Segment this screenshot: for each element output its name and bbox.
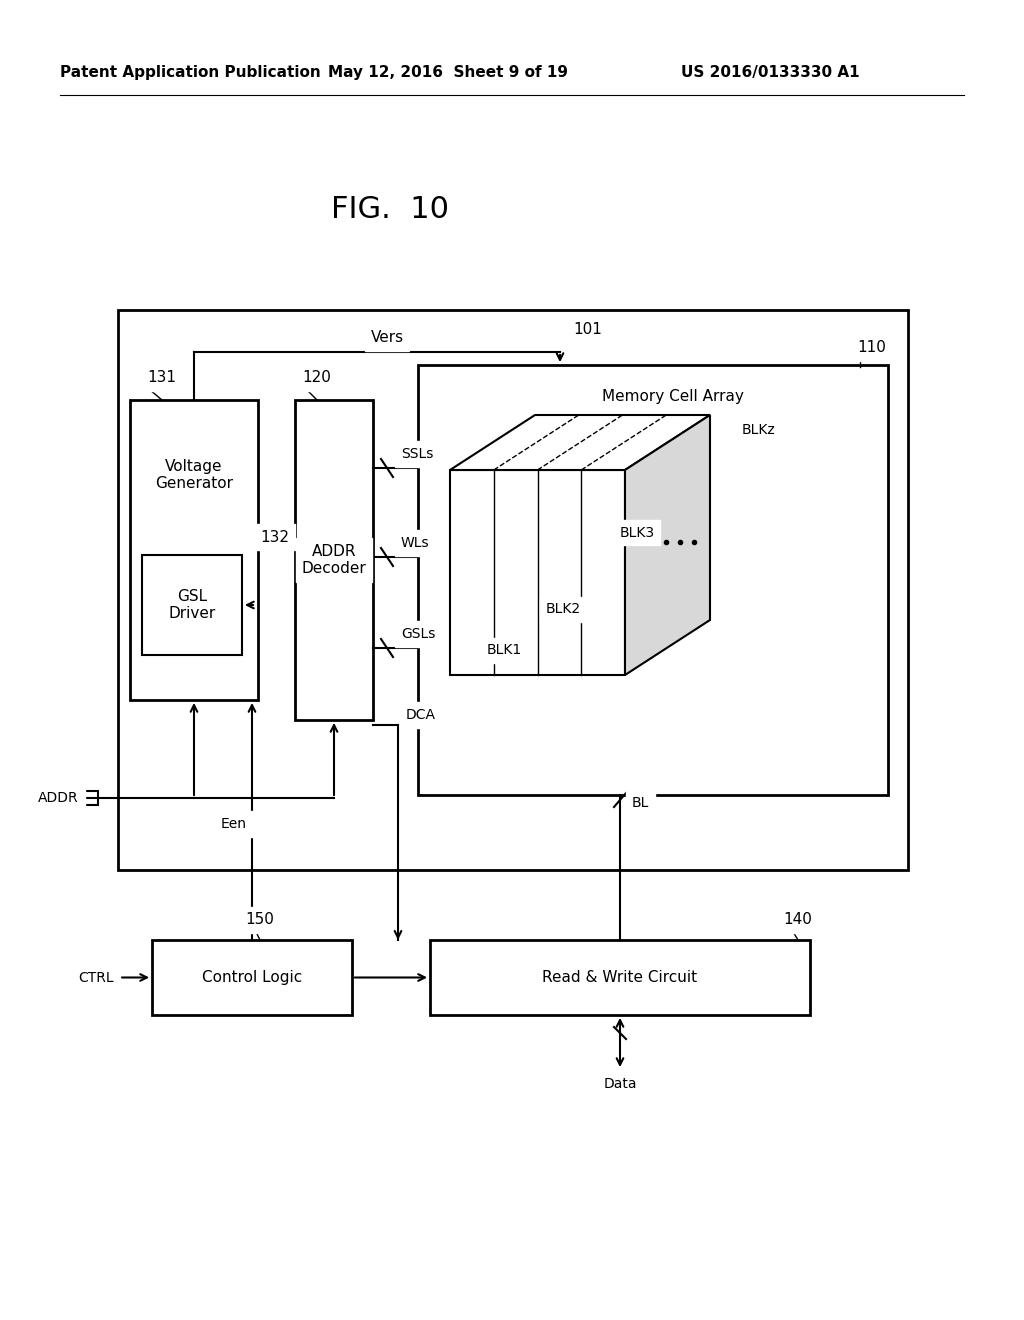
Text: 140: 140 [783,912,812,928]
Text: GSL
Driver: GSL Driver [168,589,216,622]
Bar [430,940,810,1015]
Text: ADDR
Decoder: ADDR Decoder [302,544,367,577]
Bar [84,791,98,805]
Text: ADDR: ADDR [38,791,79,805]
Bar [450,470,625,675]
Text: SSLs: SSLs [401,447,433,461]
Text: 132: 132 [260,529,289,544]
Bar [142,554,242,655]
Text: BLK3: BLK3 [620,525,654,540]
Text: Data: Data [603,1077,637,1092]
Text: CTRL: CTRL [79,970,114,985]
Text: 120: 120 [302,371,332,385]
Text: 110: 110 [857,341,886,355]
Polygon shape [625,414,710,675]
Bar [295,400,373,719]
Text: Voltage
Generator: Voltage Generator [155,459,233,491]
Text: 101: 101 [573,322,602,338]
Text: FIG.  10: FIG. 10 [331,195,449,224]
Text: US 2016/0133330 A1: US 2016/0133330 A1 [681,65,859,79]
Text: Memory Cell Array: Memory Cell Array [602,389,744,404]
Text: GSLs: GSLs [401,627,435,642]
Bar [130,400,258,700]
Text: BL: BL [632,796,649,810]
Polygon shape [450,414,710,470]
Text: BLK1: BLK1 [486,643,522,657]
Bar [152,940,352,1015]
Text: WLs: WLs [401,536,430,550]
Text: BLK2: BLK2 [546,602,582,616]
Bar [418,366,888,795]
Text: BLKz: BLKz [742,422,776,437]
Text: DCA: DCA [406,708,436,722]
Bar [118,310,908,870]
Text: Vers: Vers [371,330,403,346]
Text: May 12, 2016  Sheet 9 of 19: May 12, 2016 Sheet 9 of 19 [328,65,568,79]
Text: Een: Een [221,817,247,832]
Text: Control Logic: Control Logic [202,970,302,985]
Text: Patent Application Publication: Patent Application Publication [59,65,321,79]
Text: 131: 131 [147,371,176,385]
Text: Read & Write Circuit: Read & Write Circuit [543,970,697,985]
Text: 150: 150 [246,912,274,928]
